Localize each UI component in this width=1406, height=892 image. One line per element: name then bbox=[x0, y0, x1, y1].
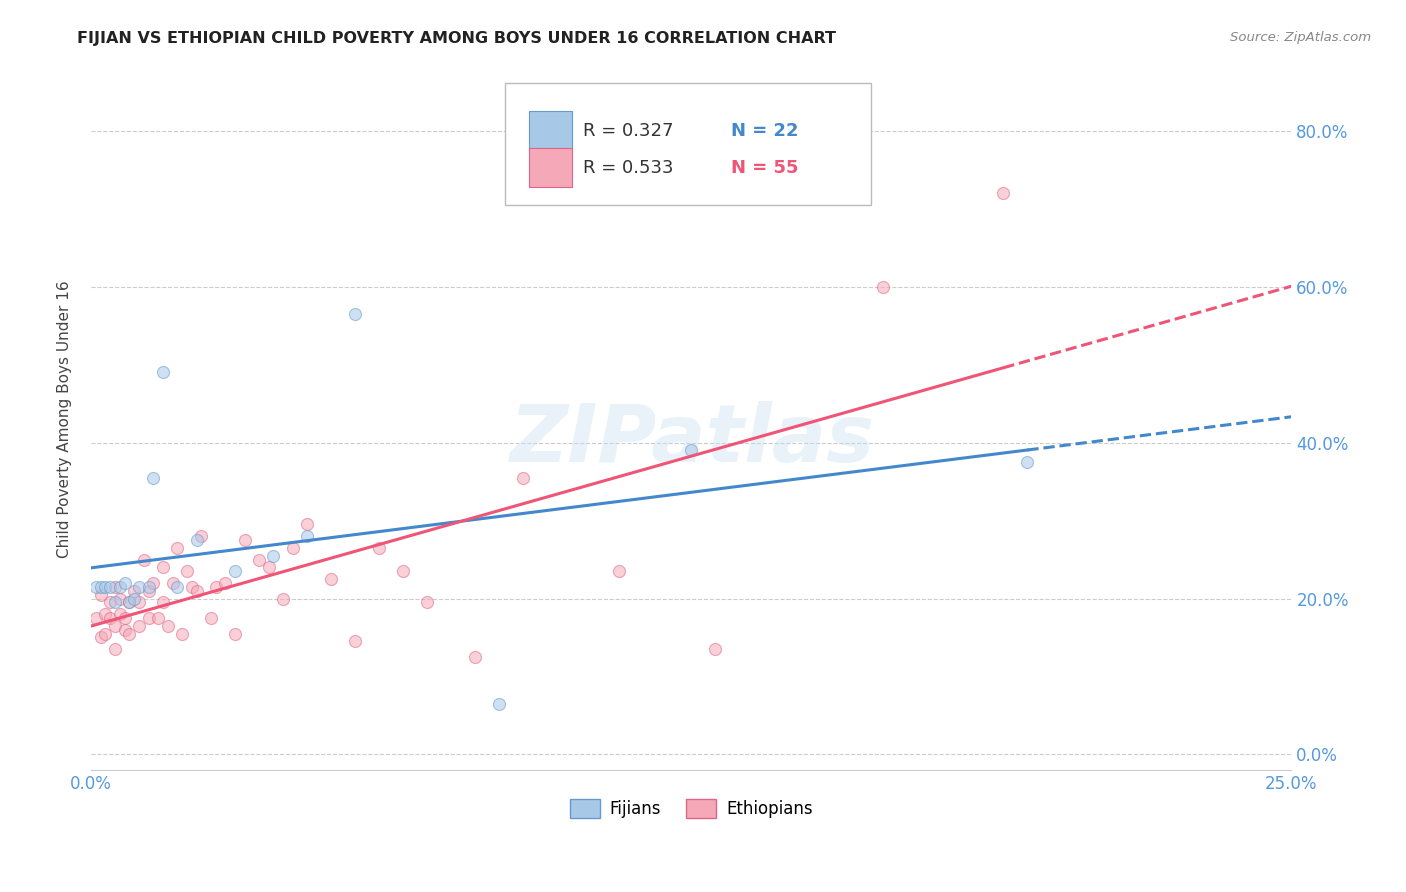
Point bbox=[128, 595, 150, 609]
Point bbox=[152, 560, 174, 574]
Text: R = 0.327: R = 0.327 bbox=[583, 122, 673, 140]
Point bbox=[152, 366, 174, 380]
Legend: Fijians, Ethiopians: Fijians, Ethiopians bbox=[562, 793, 820, 825]
Point bbox=[233, 533, 256, 547]
Point bbox=[138, 580, 160, 594]
Point bbox=[295, 529, 318, 543]
Point bbox=[344, 634, 367, 648]
Point bbox=[872, 279, 894, 293]
Point bbox=[166, 580, 188, 594]
Point bbox=[152, 595, 174, 609]
Point bbox=[94, 580, 117, 594]
Point bbox=[104, 580, 127, 594]
Text: FIJIAN VS ETHIOPIAN CHILD POVERTY AMONG BOYS UNDER 16 CORRELATION CHART: FIJIAN VS ETHIOPIAN CHILD POVERTY AMONG … bbox=[77, 31, 837, 46]
Point bbox=[416, 595, 439, 609]
Point bbox=[142, 471, 165, 485]
Point bbox=[488, 697, 510, 711]
Point bbox=[118, 595, 141, 609]
Point bbox=[295, 517, 318, 532]
Point bbox=[118, 626, 141, 640]
Point bbox=[319, 572, 342, 586]
Point bbox=[257, 560, 280, 574]
Point bbox=[464, 650, 486, 665]
Point bbox=[392, 564, 415, 578]
Point bbox=[98, 611, 121, 625]
Point bbox=[128, 580, 150, 594]
Point bbox=[108, 580, 131, 594]
Point bbox=[104, 642, 127, 657]
Point bbox=[114, 623, 136, 637]
Point bbox=[704, 642, 727, 657]
Point bbox=[98, 580, 121, 594]
Point bbox=[94, 626, 117, 640]
Point bbox=[166, 541, 188, 555]
Y-axis label: Child Poverty Among Boys Under 16: Child Poverty Among Boys Under 16 bbox=[58, 280, 72, 558]
Point bbox=[271, 591, 294, 606]
Point bbox=[90, 588, 112, 602]
Point bbox=[84, 611, 107, 625]
Point bbox=[512, 471, 534, 485]
Point bbox=[1017, 455, 1039, 469]
Point bbox=[104, 619, 127, 633]
Point bbox=[190, 529, 212, 543]
Point bbox=[142, 576, 165, 591]
Point bbox=[214, 576, 236, 591]
FancyBboxPatch shape bbox=[505, 83, 872, 205]
Point bbox=[247, 552, 270, 566]
Point bbox=[162, 576, 184, 591]
Point bbox=[176, 564, 198, 578]
Point bbox=[993, 186, 1015, 201]
Point bbox=[681, 443, 703, 458]
FancyBboxPatch shape bbox=[529, 112, 572, 151]
Text: R = 0.533: R = 0.533 bbox=[583, 159, 673, 177]
Point bbox=[138, 583, 160, 598]
Point bbox=[108, 591, 131, 606]
Point bbox=[186, 533, 208, 547]
Point bbox=[84, 580, 107, 594]
Point bbox=[98, 595, 121, 609]
Point bbox=[138, 611, 160, 625]
Text: ZIPatlas: ZIPatlas bbox=[509, 401, 873, 479]
Point bbox=[224, 564, 246, 578]
Point bbox=[90, 580, 112, 594]
Point bbox=[368, 541, 391, 555]
Point bbox=[118, 595, 141, 609]
Point bbox=[104, 595, 127, 609]
Point bbox=[156, 619, 179, 633]
Point bbox=[344, 307, 367, 321]
Text: Source: ZipAtlas.com: Source: ZipAtlas.com bbox=[1230, 31, 1371, 45]
Point bbox=[281, 541, 304, 555]
Point bbox=[90, 631, 112, 645]
Point bbox=[108, 607, 131, 621]
Point bbox=[186, 583, 208, 598]
Point bbox=[607, 564, 630, 578]
Point bbox=[180, 580, 202, 594]
Point bbox=[94, 607, 117, 621]
Point bbox=[146, 611, 169, 625]
Point bbox=[204, 580, 226, 594]
Text: N = 55: N = 55 bbox=[731, 159, 799, 177]
Point bbox=[200, 611, 222, 625]
FancyBboxPatch shape bbox=[529, 148, 572, 187]
Point bbox=[122, 591, 145, 606]
Point bbox=[262, 549, 284, 563]
Point bbox=[132, 552, 155, 566]
Point bbox=[114, 576, 136, 591]
Point bbox=[128, 619, 150, 633]
Point bbox=[122, 583, 145, 598]
Point bbox=[224, 626, 246, 640]
Point bbox=[172, 626, 194, 640]
Point bbox=[114, 611, 136, 625]
Text: N = 22: N = 22 bbox=[731, 122, 799, 140]
